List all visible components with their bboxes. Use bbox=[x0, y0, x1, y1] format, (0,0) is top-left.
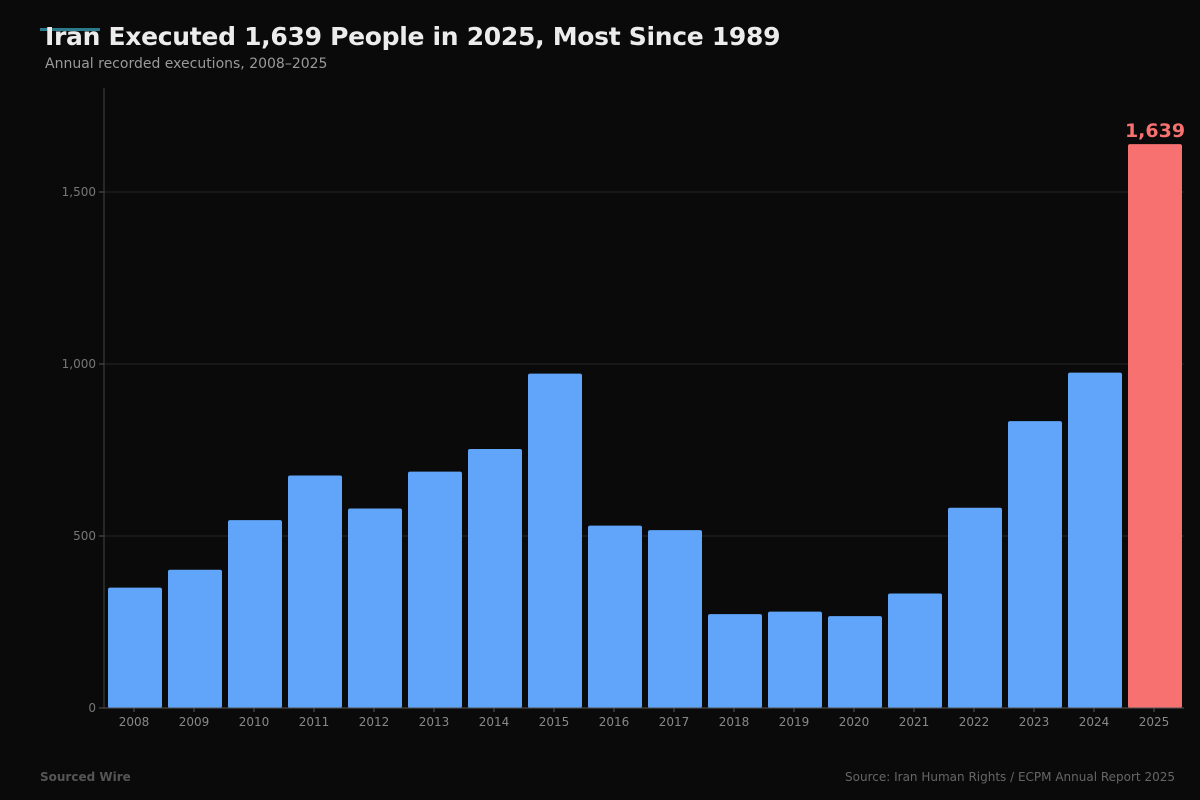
x-tick-label: 2023 bbox=[1019, 715, 1050, 729]
x-tick-label: 2019 bbox=[779, 715, 810, 729]
bar-2020 bbox=[828, 616, 882, 708]
bar-2017 bbox=[648, 530, 702, 708]
brand-label: Sourced Wire bbox=[40, 770, 131, 784]
bar-2018 bbox=[708, 614, 762, 708]
bar-2021 bbox=[888, 593, 942, 708]
x-tick-label: 2008 bbox=[119, 715, 150, 729]
x-tick-label: 2022 bbox=[959, 715, 990, 729]
x-tick-label: 2012 bbox=[359, 715, 390, 729]
bar-2015 bbox=[528, 373, 582, 708]
bar-2010 bbox=[228, 520, 282, 708]
bar-2025 bbox=[1128, 144, 1182, 708]
x-tick-label: 2011 bbox=[299, 715, 330, 729]
source-note: Source: Iran Human Rights / ECPM Annual … bbox=[845, 770, 1175, 784]
x-tick-label: 2017 bbox=[659, 715, 690, 729]
x-tick-label: 2010 bbox=[239, 715, 270, 729]
x-tick-label: 2018 bbox=[719, 715, 750, 729]
y-tick-label: 500 bbox=[73, 529, 96, 543]
chart-title: Iran Executed 1,639 People in 2025, Most… bbox=[45, 22, 781, 51]
title-accent-bar bbox=[40, 28, 100, 31]
bar-2011 bbox=[288, 475, 342, 708]
y-tick-label: 0 bbox=[88, 701, 96, 715]
chart-subtitle: Annual recorded executions, 2008–2025 bbox=[45, 56, 328, 72]
bar-2024 bbox=[1068, 372, 1122, 708]
x-tick-label: 2024 bbox=[1079, 715, 1110, 729]
x-tick-label: 2014 bbox=[479, 715, 510, 729]
x-tick-label: 2025 bbox=[1139, 715, 1170, 729]
bar-2023 bbox=[1008, 421, 1062, 708]
bar-2016 bbox=[588, 525, 642, 708]
bar-2022 bbox=[948, 507, 1002, 708]
data-label-2025: 1,639 bbox=[1125, 120, 1185, 142]
x-tick-label: 2015 bbox=[539, 715, 570, 729]
bar-2019 bbox=[768, 611, 822, 708]
y-tick-label: 1,500 bbox=[62, 185, 96, 199]
x-tick-label: 2013 bbox=[419, 715, 450, 729]
x-tick-label: 2020 bbox=[839, 715, 870, 729]
bar-2012 bbox=[348, 508, 402, 708]
bar-2008 bbox=[108, 587, 162, 708]
x-tick-label: 2009 bbox=[179, 715, 210, 729]
y-tick-label: 1,000 bbox=[62, 357, 96, 371]
bar-2009 bbox=[168, 569, 222, 708]
x-tick-label: 2016 bbox=[599, 715, 630, 729]
bar-2013 bbox=[408, 471, 462, 708]
bar-2014 bbox=[468, 448, 522, 708]
x-tick-label: 2021 bbox=[899, 715, 930, 729]
